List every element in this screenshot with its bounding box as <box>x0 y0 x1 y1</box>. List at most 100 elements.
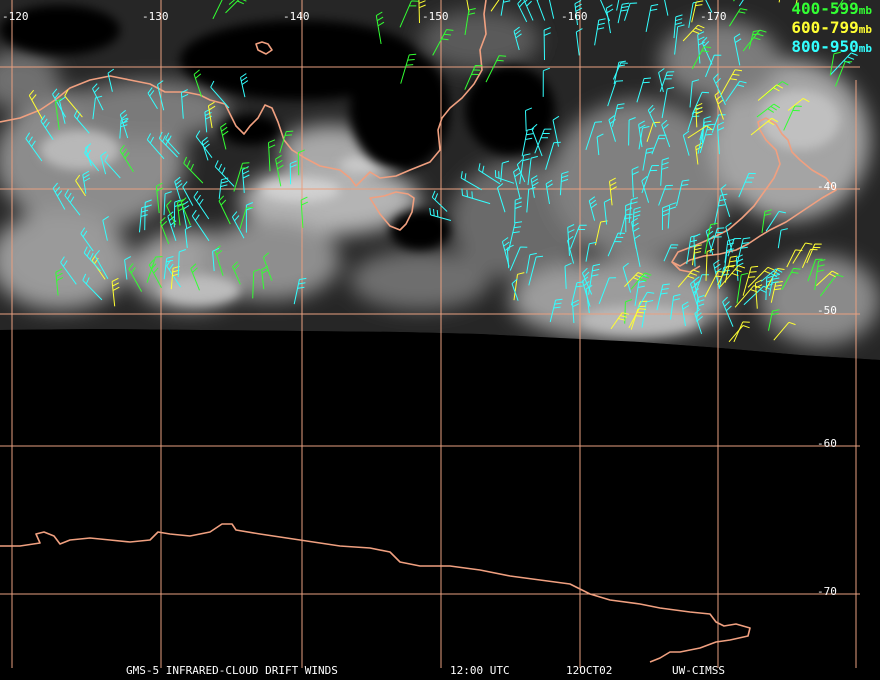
antarctica-coastline <box>0 523 751 663</box>
wind-barb <box>631 166 639 198</box>
wind-barb <box>527 155 538 186</box>
coastlines <box>0 0 837 663</box>
wind-barb <box>609 177 617 206</box>
wind-barb <box>218 177 229 199</box>
wind-barb <box>661 119 671 148</box>
wind-barb <box>431 190 448 212</box>
wind-barb <box>765 210 787 232</box>
wind-barb <box>490 0 500 12</box>
wind-barb <box>632 206 641 231</box>
wind-barb <box>756 103 781 118</box>
wind-barb <box>60 256 77 285</box>
caption-bar: GMS-5 INFRARED-CLOUD DRIFT WINDS 12:00 U… <box>0 663 880 680</box>
wind-barb <box>677 269 700 288</box>
wind-barb <box>742 265 759 296</box>
wind-barb <box>705 0 713 13</box>
source-label: UW-CIMSS <box>672 664 725 677</box>
wind-barb <box>460 171 482 191</box>
wind-barb <box>525 107 533 132</box>
wind-barb <box>773 321 796 341</box>
wind-barb <box>728 325 750 343</box>
wind-barb <box>833 0 851 15</box>
wind-barb <box>750 117 779 136</box>
wind-barb <box>496 183 506 213</box>
wind-barb <box>119 144 134 173</box>
wind-barb <box>783 105 802 131</box>
wind-barb <box>720 184 731 217</box>
wind-barb <box>689 79 700 108</box>
wind-barb <box>148 259 162 289</box>
wind-barb <box>146 133 165 160</box>
wind-barb <box>80 227 94 252</box>
wind-barb <box>781 267 801 291</box>
wind-barb <box>714 90 724 120</box>
wind-barbs <box>25 0 858 343</box>
wind-barb <box>400 53 417 84</box>
wind-barb <box>572 299 580 324</box>
wind-barb <box>605 4 614 34</box>
wind-barb <box>575 28 583 56</box>
wind-barb <box>682 130 690 156</box>
wind-barb <box>691 91 710 115</box>
wind-barb <box>59 96 66 124</box>
wind-barb <box>761 209 772 233</box>
wind-barb <box>787 97 810 111</box>
wind-barb <box>297 149 305 176</box>
wind-barb <box>588 196 598 221</box>
wind-barb <box>165 132 180 155</box>
wind-barb <box>770 281 783 303</box>
lon-label: -150 <box>422 10 449 23</box>
wind-barb <box>588 263 601 295</box>
wind-barb <box>816 270 839 286</box>
wind-barb <box>617 2 630 24</box>
wind-barb <box>100 151 107 175</box>
wind-barb <box>531 123 543 157</box>
wind-barb <box>673 14 683 39</box>
wind-barb <box>596 133 604 156</box>
wind-barb <box>610 312 630 330</box>
wind-barb <box>724 255 738 283</box>
wind-barb <box>691 0 704 23</box>
pressure-legend: 400-599mb 600-799mb 800-950mb <box>791 0 872 57</box>
wind-barb <box>190 263 200 291</box>
wind-barb <box>694 308 703 335</box>
wind-barb <box>94 249 109 280</box>
lon-label: -170 <box>700 10 727 23</box>
wind-barb <box>641 176 650 203</box>
wind-barb <box>82 170 91 194</box>
wind-barb <box>513 26 522 51</box>
wind-barb <box>728 8 748 27</box>
lat-lon-grid <box>0 0 860 668</box>
wind-barb <box>128 263 143 292</box>
wind-barb <box>464 8 476 35</box>
wind-barb <box>598 277 617 305</box>
wind-barb <box>559 171 569 196</box>
wind-barb <box>660 157 670 186</box>
wind-barb <box>214 160 235 187</box>
wind-barb <box>184 225 192 248</box>
wind-barb <box>574 0 583 26</box>
wind-barb <box>806 243 822 264</box>
wind-barb <box>166 259 182 288</box>
wind-barb <box>641 165 659 194</box>
wind-barb <box>663 244 679 262</box>
wind-barb <box>681 301 690 326</box>
wind-barb <box>656 283 670 311</box>
wind-barb <box>28 89 44 121</box>
wind-barb <box>542 67 550 97</box>
wind-barb <box>418 0 426 24</box>
wind-barb <box>526 252 537 274</box>
wind-barb <box>399 0 419 28</box>
wind-barb <box>713 73 726 106</box>
wind-barb <box>485 55 507 83</box>
wind-barb <box>616 0 620 11</box>
wind-barb <box>177 249 186 278</box>
lon-label: -140 <box>283 10 310 23</box>
wind-barb <box>814 259 826 291</box>
wind-barb <box>52 88 67 118</box>
wind-barb <box>647 104 657 128</box>
wind-barb <box>736 237 751 266</box>
wind-barb <box>432 29 454 56</box>
wind-barb <box>119 109 129 139</box>
